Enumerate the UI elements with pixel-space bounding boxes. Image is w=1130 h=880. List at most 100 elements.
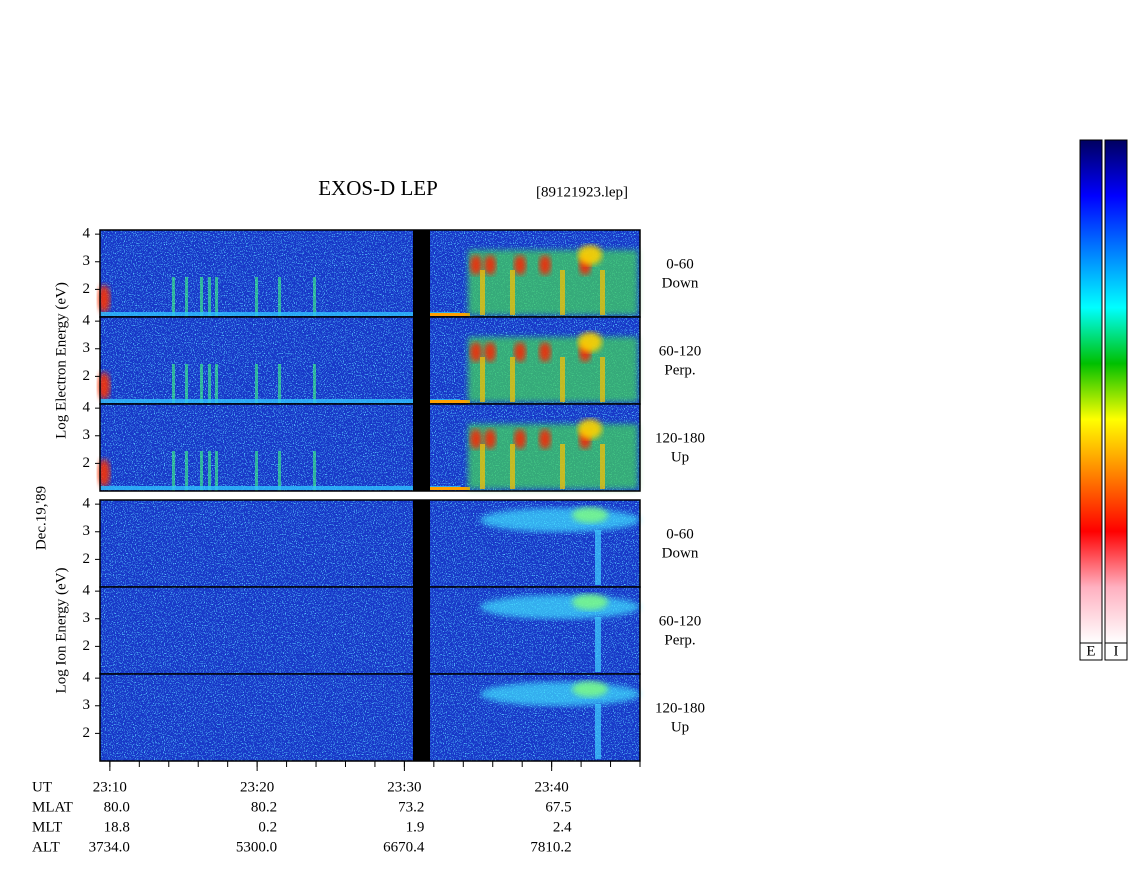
y-tick-label: 2: [83, 725, 91, 741]
streak: [480, 357, 485, 402]
streak: [510, 357, 515, 402]
spectral-feature: [470, 255, 482, 275]
orbit-value: 6670.4: [383, 839, 425, 855]
event-region: [468, 424, 638, 489]
spectral-feature: [572, 594, 608, 610]
colorbar-label-box: [1079, 642, 1103, 661]
streak: [560, 357, 565, 402]
orbit-row-label: ALT: [32, 839, 60, 855]
streak: [200, 451, 203, 491]
x-tick-label: 23:40: [535, 779, 569, 795]
low-band: [100, 399, 460, 403]
panel-direction: Up: [671, 719, 689, 735]
streak: [255, 277, 258, 317]
low-band: [430, 313, 470, 316]
y-tick-label: 2: [83, 551, 91, 567]
orbit-value: 3734.0: [89, 839, 130, 855]
streak: [200, 364, 203, 404]
orbit-value: 7810.2: [530, 839, 571, 855]
streak: [560, 444, 565, 489]
streak: [313, 364, 316, 404]
orbit-value: 0.2: [258, 819, 277, 835]
streak: [510, 444, 515, 489]
y-tick-label: 4: [83, 670, 91, 686]
y-tick-label: 3: [83, 610, 91, 626]
streak: [185, 364, 188, 404]
panel-angle: 0-60: [666, 256, 694, 272]
spectral-feature: [98, 285, 110, 313]
spectral-feature: [578, 419, 602, 439]
date-label: Dec.19,'89: [33, 486, 49, 550]
orbit-value: 80.2: [251, 799, 277, 815]
panel-frame: [99, 403, 641, 492]
streak: [185, 451, 188, 491]
spectral-feature: [480, 508, 640, 532]
streak: [278, 451, 281, 491]
orbit-value: 67.5: [545, 799, 571, 815]
orbit-value: 5300.0: [236, 839, 277, 855]
spectral-feature: [514, 429, 526, 449]
panel-angle: 120-180: [655, 430, 705, 446]
streak: [600, 270, 605, 315]
panel-direction: Perp.: [664, 632, 695, 648]
x-tick-label: 23:10: [93, 779, 127, 795]
y-tick-label: 2: [83, 455, 91, 471]
spectral-feature: [578, 332, 602, 352]
low-band: [100, 486, 460, 490]
panel-direction: Down: [662, 545, 699, 561]
spectral-feature: [98, 372, 110, 400]
streak: [595, 704, 601, 759]
panel-direction: Up: [671, 449, 689, 465]
streak: [278, 364, 281, 404]
orbit-row-label: MLAT: [32, 799, 73, 815]
low-band: [100, 312, 460, 316]
panel-angle: 60-120: [659, 343, 702, 359]
spectral-feature: [578, 245, 602, 265]
spectral-feature: [480, 682, 640, 706]
spectral-feature: [539, 429, 551, 449]
streak: [215, 451, 218, 491]
streak: [278, 277, 281, 317]
y-tick-label: 3: [83, 253, 91, 269]
panel-direction: Perp.: [664, 362, 695, 378]
streak: [313, 451, 316, 491]
colorbar-label: E: [1086, 643, 1095, 659]
spectral-feature: [484, 342, 496, 362]
data-gap: [413, 230, 430, 491]
streak: [480, 270, 485, 315]
x-tick-label: 23:20: [240, 779, 274, 795]
panel-angle: 60-120: [659, 613, 702, 629]
low-band: [430, 487, 470, 490]
streak: [255, 451, 258, 491]
streak: [215, 277, 218, 317]
spectral-feature: [572, 507, 608, 523]
y-axis-label: Log Electron Energy (eV): [53, 282, 69, 439]
file-label: [89121923.lep]: [536, 184, 628, 200]
orbit-value: 1.9: [406, 819, 425, 835]
y-tick-label: 2: [83, 281, 91, 297]
spectral-feature: [539, 255, 551, 275]
streak: [595, 530, 601, 585]
colorbar: [1079, 139, 1103, 644]
event-region: [468, 337, 638, 402]
streak: [595, 617, 601, 672]
streak: [480, 444, 485, 489]
y-tick-label: 4: [83, 313, 91, 329]
spectral-feature: [539, 342, 551, 362]
panel-direction: Down: [662, 275, 699, 291]
spectral-feature: [484, 429, 496, 449]
streak: [172, 364, 175, 404]
panel-angle: 0-60: [666, 526, 694, 542]
streak: [215, 364, 218, 404]
streak: [313, 277, 316, 317]
y-tick-label: 2: [83, 368, 91, 384]
streak: [255, 364, 258, 404]
y-tick-label: 3: [83, 523, 91, 539]
spectral-feature: [484, 255, 496, 275]
spectral-feature: [572, 681, 608, 697]
y-axis-label: Log Ion Energy (eV): [53, 568, 69, 694]
low-band: [430, 400, 470, 403]
streak: [510, 270, 515, 315]
spectral-feature: [470, 342, 482, 362]
